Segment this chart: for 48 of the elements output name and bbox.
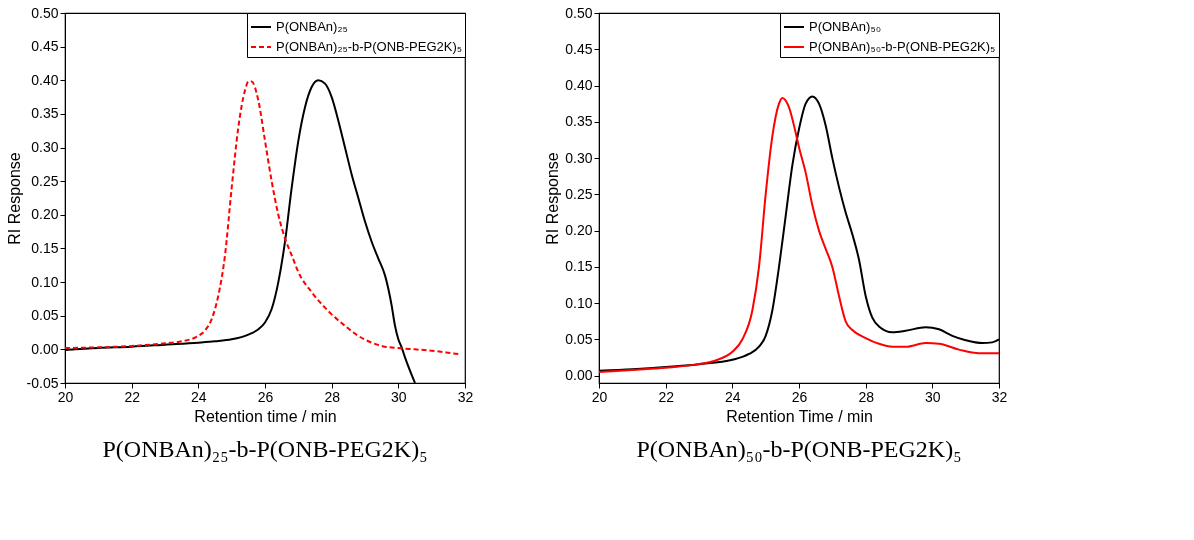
legend-label: P(ONBAn)₅₀ [809, 19, 882, 34]
y-tick-label: -0.05 [26, 374, 59, 391]
x-tick-label: 20 [591, 388, 608, 405]
line-series [64, 80, 460, 356]
x-tick-label: 22 [124, 388, 141, 405]
y-tick-label: 0.40 [565, 77, 593, 94]
x-tick-label: 24 [191, 388, 207, 405]
y-tick-label: 0.15 [565, 258, 593, 275]
y-tick-label: 0.25 [565, 185, 593, 202]
x-tick-label: 28 [858, 388, 875, 405]
text: P(ONBAn)₂₅-b-P(ONB-PEG2K)₅ [102, 436, 428, 462]
x-axis-title: Retention Time / min [726, 407, 873, 425]
y-tick-label: 0.35 [31, 105, 59, 122]
x-tick-label: 30 [925, 388, 941, 405]
x-tick-label: 32 [457, 388, 474, 405]
y-tick-label: 0.05 [565, 330, 593, 347]
x-tick-label: 24 [725, 388, 741, 405]
text: P(ONBAn)₅₀-b-P(ONB-PEG2K)₅ [636, 436, 962, 462]
x-tick-label: 26 [791, 388, 808, 405]
y-axis-title: RI Response [544, 152, 562, 245]
y-tick-label: 0.50 [31, 4, 59, 21]
y-tick-label: 0.00 [565, 367, 593, 384]
y-tick-label: 0.25 [31, 172, 59, 189]
legend-label: P(ONBAn)₂₅ [276, 19, 348, 34]
y-tick-label: 0.10 [31, 273, 59, 290]
y-tick-label: 0.05 [31, 307, 59, 324]
x-tick-label: 20 [57, 388, 74, 405]
x-tick-label: 28 [324, 388, 341, 405]
y-tick-label: 0.40 [31, 71, 59, 88]
x-axis-title: Retention time / min [194, 407, 337, 425]
y-tick-label: 0.15 [31, 239, 59, 256]
x-tick-label: 32 [991, 388, 1008, 405]
x-tick-label: 26 [257, 388, 274, 405]
legend-label: P(ONBAn)₅₀-b-P(ONB-PEG2K)₅ [809, 39, 996, 54]
x-tick-label: 22 [658, 388, 675, 405]
legend-label: P(ONBAn)₂₅-b-P(ONB-PEG2K)₅ [276, 39, 462, 54]
y-tick-label: 0.30 [565, 149, 593, 166]
y-tick-label: 0.20 [565, 222, 593, 239]
y-axis-title: RI Response [5, 152, 23, 245]
y-tick-label: 0.50 [565, 4, 593, 21]
y-tick-label: 0.20 [31, 206, 59, 223]
x-tick-label: 30 [391, 388, 407, 405]
y-tick-label: 0.30 [31, 139, 59, 156]
y-tick-label: 0.10 [565, 294, 593, 311]
y-tick-label: 0.45 [31, 38, 59, 55]
y-tick-label: 0.45 [565, 40, 593, 57]
y-tick-label: 0.35 [565, 113, 593, 130]
y-tick-label: 0.00 [31, 340, 59, 357]
